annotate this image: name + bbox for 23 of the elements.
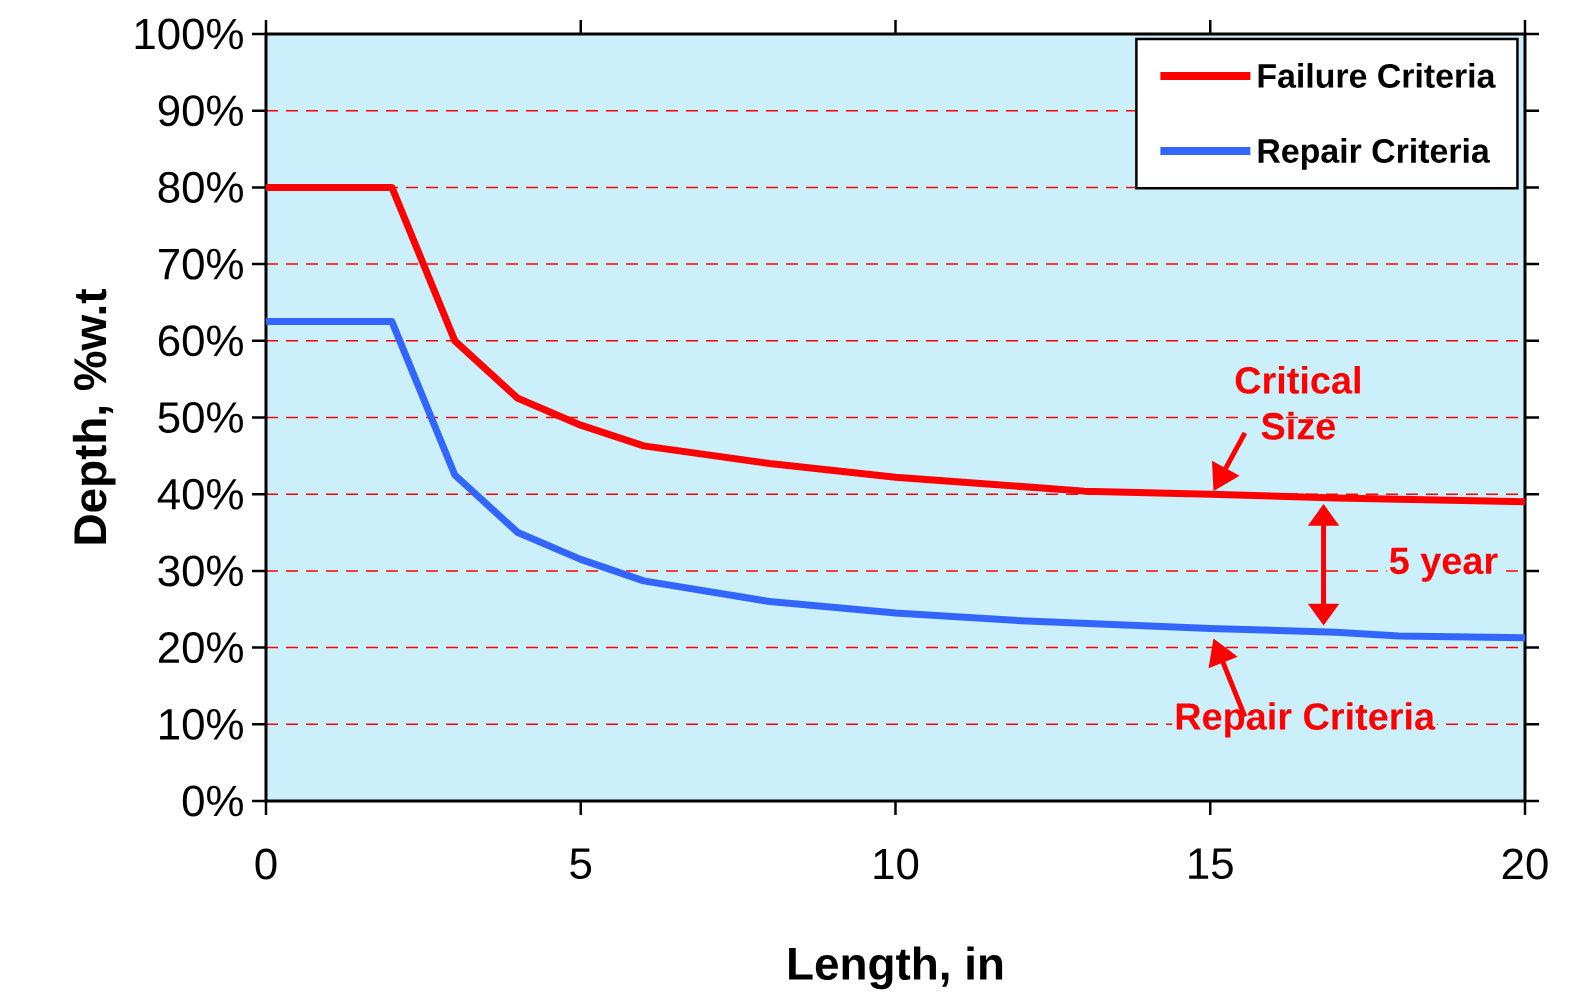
annotation: Critical Size bbox=[1235, 366, 1360, 440]
y-tick-label: 90% bbox=[158, 95, 243, 127]
y-tick-label: 0% bbox=[182, 785, 243, 817]
y-tick-label: 70% bbox=[158, 248, 243, 280]
y-tick-label: 10% bbox=[160, 708, 243, 740]
y-tick-label: 20% bbox=[158, 632, 243, 664]
y-tick-label: 60% bbox=[158, 325, 243, 357]
x-tick-label: 0 bbox=[255, 848, 277, 880]
x-tick-label: 5 bbox=[570, 848, 592, 880]
y-axis-title: Depth, %w.t bbox=[72, 289, 116, 544]
y-tick-label: 80% bbox=[158, 171, 243, 203]
y-tick-label: 100% bbox=[135, 18, 243, 50]
annotation: 5 year bbox=[1389, 547, 1498, 582]
x-axis-title: Length, in bbox=[789, 946, 1003, 990]
legend-label: Failure Criteria bbox=[1258, 63, 1496, 88]
x-tick-label: 10 bbox=[874, 848, 919, 880]
x-tick-label: 20 bbox=[1502, 848, 1548, 880]
y-tick-label: 30% bbox=[158, 555, 243, 587]
y-tick-label: 40% bbox=[157, 478, 243, 510]
annotation: Repair Criteria bbox=[1176, 702, 1436, 738]
legend-label: Repair Criteria bbox=[1258, 138, 1490, 170]
y-tick-label: 50% bbox=[158, 401, 243, 434]
x-tick-label: 15 bbox=[1189, 848, 1233, 880]
